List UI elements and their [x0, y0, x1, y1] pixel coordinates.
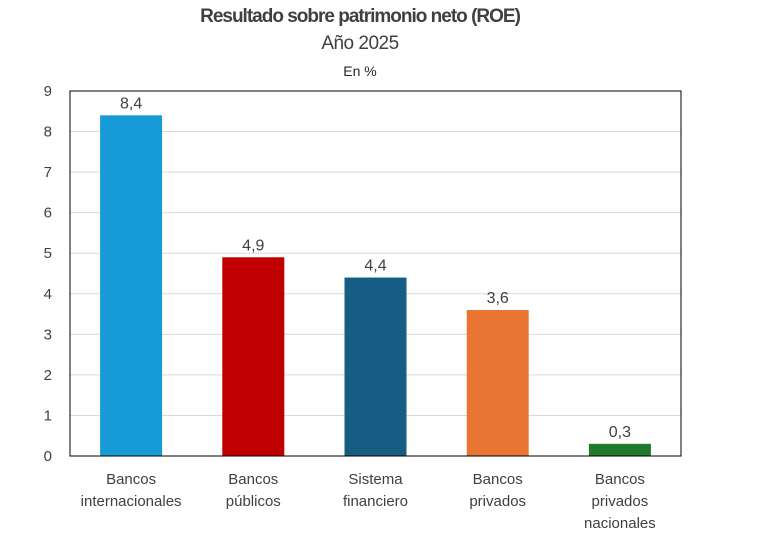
y-tick-label: 9	[44, 83, 52, 100]
category-label-line: financiero	[343, 493, 408, 510]
data-label: 4,4	[364, 258, 386, 275]
y-tick-label: 3	[44, 326, 52, 343]
data-labels: 8,4 4,9 4,4 3,6 0,3	[120, 95, 631, 441]
bar	[100, 115, 163, 456]
category-label: Bancos privados nacionales	[584, 471, 656, 532]
category-labels: Bancos internacionales Bancos públicos Siste…	[81, 471, 656, 532]
category-label: Sistema financiero	[343, 471, 408, 510]
y-tick-label: 2	[44, 367, 52, 384]
data-label: 4,9	[242, 237, 264, 254]
chart-subtitle: Año 2025	[321, 33, 399, 54]
bar	[588, 443, 651, 456]
y-tick-label: 5	[44, 245, 52, 262]
data-label: 3,6	[487, 290, 509, 307]
bars	[100, 115, 651, 456]
category-label-line: Bancos	[228, 471, 278, 488]
category-label-line: Bancos	[106, 471, 156, 488]
category-label-line: Bancos	[595, 471, 645, 488]
category-label: Bancos privados	[469, 471, 526, 510]
data-label: 8,4	[120, 95, 142, 112]
bar	[222, 257, 285, 456]
category-label-line: Bancos	[473, 471, 523, 488]
data-label: 0,3	[609, 424, 631, 441]
y-tick-label: 0	[44, 448, 52, 465]
category-label-line: públicos	[226, 493, 281, 510]
category-label: Bancos públicos	[226, 471, 281, 510]
chart-title: Resultado sobre patrimonio neto (ROE)	[200, 6, 521, 27]
y-tick-label: 6	[44, 205, 52, 222]
y-tick-label: 8	[44, 124, 52, 141]
category-label-line: Sistema	[348, 471, 403, 488]
category-label-line: privados	[469, 493, 526, 510]
y-tick-label: 4	[44, 286, 52, 303]
category-label-line: nacionales	[584, 515, 656, 532]
y-tick-label: 7	[44, 164, 52, 181]
category-label-line: privados	[592, 493, 649, 510]
plot-frame	[69, 90, 682, 457]
category-label-line: internacionales	[81, 493, 182, 510]
bar	[344, 277, 407, 456]
bar	[466, 310, 529, 456]
category-label: Bancos internacionales	[81, 471, 182, 510]
chart-unit: En %	[343, 63, 377, 79]
y-tick-label: 1	[44, 407, 52, 424]
y-axis-ticks: 0 1 2 3 4 5 6 7 8 9	[44, 83, 52, 465]
